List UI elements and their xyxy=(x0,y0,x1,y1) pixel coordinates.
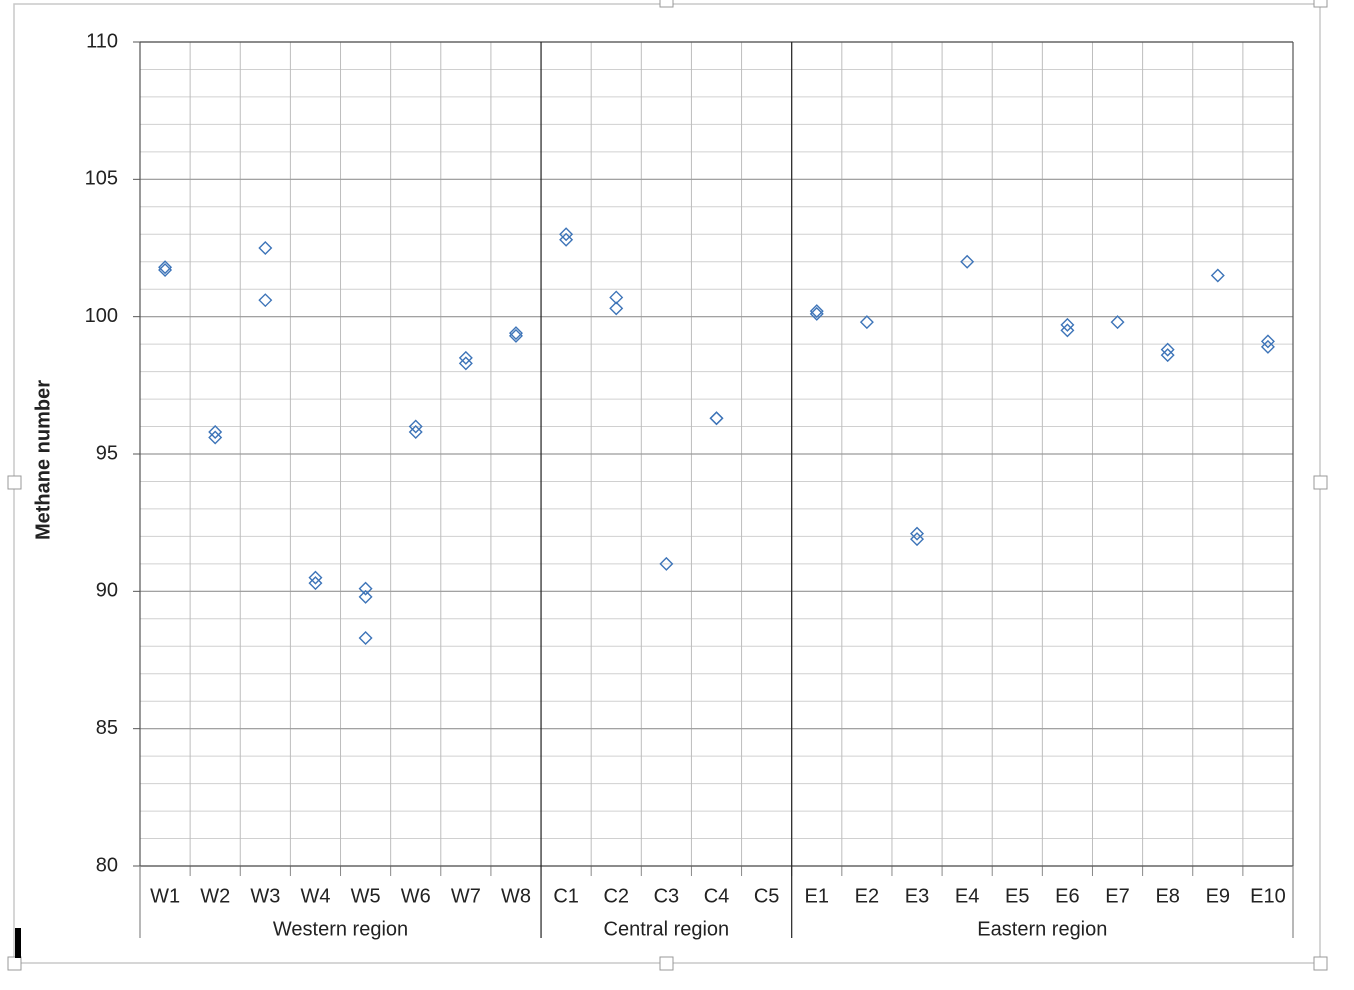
x-tick-label: W2 xyxy=(200,885,230,907)
x-tick-label: C4 xyxy=(704,885,730,907)
x-tick-label: C5 xyxy=(754,885,780,907)
x-tick-label: E3 xyxy=(905,885,929,907)
group-label: Central region xyxy=(604,918,730,940)
data-point xyxy=(508,326,523,341)
data-point xyxy=(358,589,373,604)
y-tick-label: 95 xyxy=(96,442,118,464)
data-point xyxy=(208,430,223,445)
handle xyxy=(7,475,22,490)
data-point xyxy=(809,306,824,321)
text-cursor xyxy=(15,928,21,958)
handle xyxy=(7,956,22,971)
y-tick-label: 105 xyxy=(85,168,118,190)
data-point xyxy=(458,356,473,371)
y-tick-label: 90 xyxy=(96,580,118,602)
x-tick-label: C3 xyxy=(654,885,680,907)
data-point xyxy=(859,315,874,330)
data-point xyxy=(559,232,574,247)
data-point xyxy=(809,304,824,319)
x-tick-label: E8 xyxy=(1155,885,1179,907)
group-label: Western region xyxy=(273,918,408,940)
x-tick-label: W1 xyxy=(150,885,180,907)
handle xyxy=(1313,956,1328,971)
data-point xyxy=(408,425,423,440)
handle xyxy=(659,0,674,8)
data-point xyxy=(1160,348,1175,363)
selection-frame xyxy=(13,3,1321,964)
x-tick-label: E5 xyxy=(1005,885,1029,907)
y-tick-label: 85 xyxy=(96,717,118,739)
data-point xyxy=(358,581,373,596)
data-point xyxy=(508,328,523,343)
x-tick-label: W5 xyxy=(351,885,381,907)
group-label: Eastern region xyxy=(977,918,1107,940)
x-tick-label: E7 xyxy=(1105,885,1129,907)
data-point xyxy=(559,227,574,242)
x-tick-label: C2 xyxy=(603,885,629,907)
x-tick-label: E9 xyxy=(1206,885,1230,907)
data-point xyxy=(158,262,173,277)
x-tick-label: W4 xyxy=(300,885,330,907)
x-tick-label: E2 xyxy=(855,885,879,907)
data-point xyxy=(659,556,674,571)
handle xyxy=(1313,0,1328,8)
data-point xyxy=(1110,315,1125,330)
data-point xyxy=(709,411,724,426)
data-point xyxy=(1210,268,1225,283)
data-point xyxy=(960,254,975,269)
data-point xyxy=(158,260,173,275)
x-tick-label: E10 xyxy=(1250,885,1286,907)
y-tick-label: 100 xyxy=(85,305,118,327)
data-point xyxy=(458,350,473,365)
x-tick-label: C1 xyxy=(553,885,579,907)
y-tick-label: 110 xyxy=(86,30,118,52)
selection-handles xyxy=(7,0,1328,971)
y-tick-label: 80 xyxy=(96,854,118,876)
x-tick-label: W7 xyxy=(451,885,481,907)
handle xyxy=(659,956,674,971)
data-point xyxy=(358,631,373,646)
data-point xyxy=(910,526,925,541)
data-point xyxy=(1060,323,1075,338)
data-point xyxy=(1060,317,1075,332)
x-tick-label: W6 xyxy=(401,885,431,907)
data-point xyxy=(1160,342,1175,357)
handle xyxy=(1313,475,1328,490)
data-point xyxy=(1260,334,1275,349)
data-point xyxy=(408,419,423,434)
data-point xyxy=(258,241,273,255)
x-tick-label: E6 xyxy=(1055,885,1079,907)
data-point xyxy=(308,576,323,591)
data-point xyxy=(910,532,925,547)
data-point xyxy=(609,290,624,305)
data-point xyxy=(1260,339,1275,354)
data-point xyxy=(208,425,223,440)
data-point xyxy=(609,301,624,316)
y-axis-label: Methane number xyxy=(32,380,54,540)
x-tick-label: W8 xyxy=(501,885,531,907)
data-point xyxy=(258,293,273,308)
x-tick-label: W3 xyxy=(250,885,280,907)
data-point xyxy=(308,570,323,585)
x-tick-label: E4 xyxy=(955,885,979,907)
x-tick-label: E1 xyxy=(805,885,829,907)
data-point xyxy=(709,411,724,426)
